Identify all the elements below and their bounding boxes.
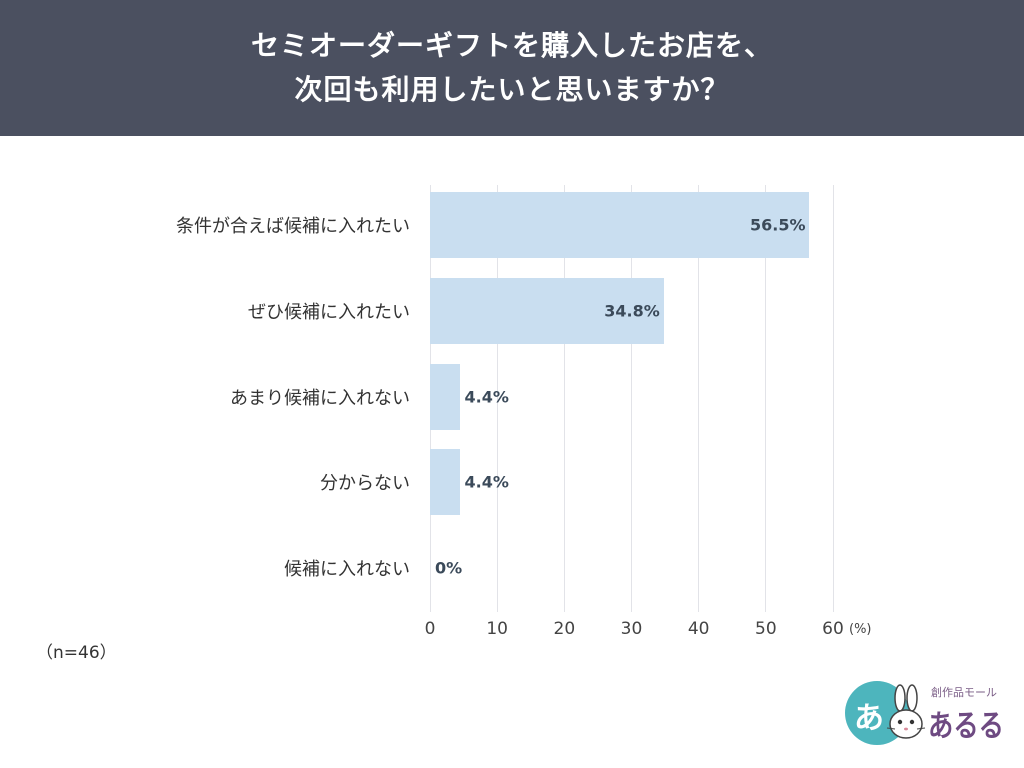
bar xyxy=(430,449,460,516)
category-label: 候補に入れない xyxy=(284,559,410,581)
logo-mark-char: あ xyxy=(854,701,884,736)
logo-brand-small-text: 創作品モール xyxy=(931,685,997,699)
chart-title-line-1: セミオーダーギフトを購入したお店を、 xyxy=(250,29,773,62)
x-tick-label: 60 xyxy=(822,619,844,639)
brand-logo: あ 創作品モール あるる xyxy=(845,681,1004,745)
gridline-30 xyxy=(631,185,632,612)
header-banner: セミオーダーギフトを購入したお店を、 次回も利用したいと思いますか？ xyxy=(0,0,1024,136)
x-tick-label: 40 xyxy=(687,619,710,639)
value-label: 34.8% xyxy=(604,301,660,321)
sample-size-note: （n=46） xyxy=(36,643,117,663)
bar xyxy=(430,363,460,430)
category-label: ぜひ候補に入れたい xyxy=(248,301,410,323)
value-label: 56.5% xyxy=(749,215,806,235)
x-tick-label: 50 xyxy=(755,619,777,639)
logo-brand-name-text: あるる xyxy=(928,709,1004,744)
gridline-40 xyxy=(698,185,700,612)
chart-title-line-2: 次回も利用したいと思いますか？ xyxy=(294,73,730,106)
x-tick-label: 0 xyxy=(424,619,436,639)
bar xyxy=(430,192,810,258)
value-label: 0% xyxy=(435,558,463,578)
x-axis-unit-label: (%) xyxy=(849,622,872,637)
value-label: 4.4% xyxy=(464,472,509,492)
gridline-60 xyxy=(832,185,834,612)
x-tick-label: 10 xyxy=(486,619,508,639)
category-label: あまり候補に入れない xyxy=(230,387,410,409)
x-tick-label: 30 xyxy=(620,619,643,639)
category-label: 分からない xyxy=(320,473,410,495)
x-tick-label: 20 xyxy=(553,619,576,639)
gridline-10 xyxy=(496,185,498,612)
bar xyxy=(430,277,664,344)
rabbit-icon xyxy=(886,684,926,739)
gridline-50 xyxy=(765,185,767,612)
category-label: 条件が合えば候補に入れたい xyxy=(176,216,410,237)
gridline-20 xyxy=(563,185,565,612)
value-label: 4.4% xyxy=(464,387,509,407)
